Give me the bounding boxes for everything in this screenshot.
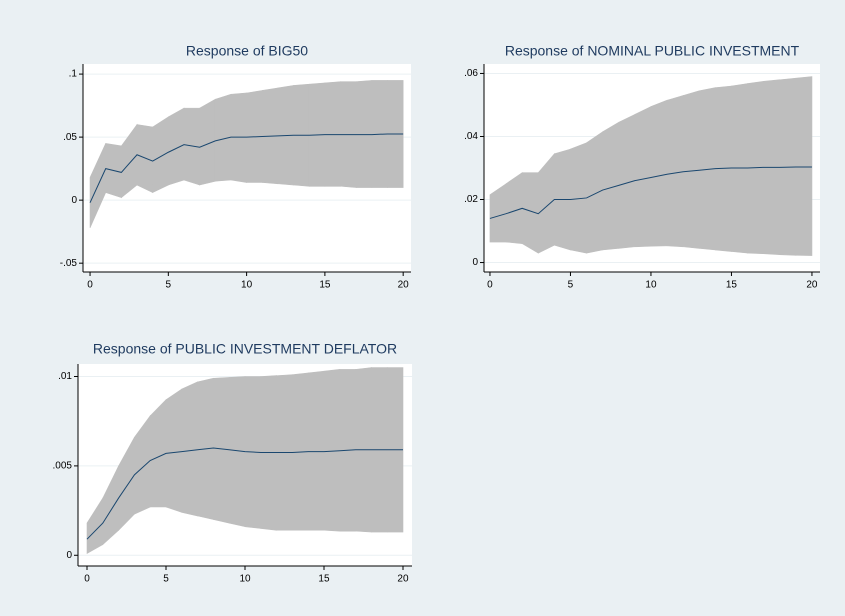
confidence-band bbox=[650, 99, 668, 247]
x-tick-label: 0 bbox=[487, 280, 493, 291]
x-tick-label: 20 bbox=[398, 280, 410, 291]
x-tick-label: 5 bbox=[568, 280, 574, 291]
y-tick-label: .06 bbox=[464, 68, 478, 79]
y-tick-label: .04 bbox=[464, 131, 478, 142]
x-tick-label: 5 bbox=[163, 574, 169, 585]
x-tick-label: 20 bbox=[806, 280, 818, 291]
confidence-band bbox=[181, 381, 198, 517]
y-tick-label: .1 bbox=[69, 69, 78, 80]
y-tick-label: .05 bbox=[63, 132, 77, 143]
confidence-band bbox=[165, 388, 183, 513]
y-tick-label: .02 bbox=[464, 194, 478, 205]
confidence-band bbox=[682, 90, 700, 249]
chart-title: Response of PUBLIC INVESTMENT DEFLATOR bbox=[93, 341, 397, 357]
response-line bbox=[489, 166, 812, 219]
panel: Response of PUBLIC INVESTMENT DEFLATOR 0.… bbox=[53, 341, 412, 585]
y-tick-label: -.05 bbox=[60, 258, 78, 269]
confidence-band bbox=[505, 172, 523, 244]
panel: Response of NOMINAL PUBLIC INVESTMENT 0 .0… bbox=[464, 43, 820, 291]
chart-title: Response of BIG50 bbox=[186, 43, 308, 59]
x-tick-label: 0 bbox=[84, 574, 90, 585]
response-line bbox=[89, 133, 404, 203]
confidence-band bbox=[323, 369, 341, 532]
confidence-band bbox=[586, 131, 603, 254]
x-tick-label: 10 bbox=[645, 280, 657, 291]
confidence-band bbox=[213, 377, 230, 524]
x-tick-label: 15 bbox=[318, 574, 330, 585]
panel: Response of BIG50 -.05 0 .05 .1 0 5 10 15 20 bbox=[60, 43, 411, 291]
confidence-band bbox=[795, 76, 813, 256]
x-tick-label: 20 bbox=[397, 574, 409, 585]
y-tick-label: 0 bbox=[472, 257, 478, 268]
x-tick-label: 15 bbox=[726, 280, 738, 291]
y-tick-label: .01 bbox=[58, 371, 72, 382]
confidence-band bbox=[307, 370, 325, 531]
confidence-band bbox=[634, 106, 652, 248]
confidence-band bbox=[324, 81, 341, 187]
x-tick-label: 10 bbox=[241, 280, 253, 291]
confidence-band bbox=[152, 116, 169, 194]
confidence-band bbox=[136, 124, 153, 194]
confidence-band bbox=[355, 80, 373, 188]
x-tick-label: 5 bbox=[166, 280, 172, 291]
confidence-band bbox=[666, 95, 684, 248]
x-tick-label: 10 bbox=[239, 574, 251, 585]
confidence-band bbox=[230, 92, 247, 183]
confidence-band bbox=[149, 399, 167, 508]
y-tick-label: 0 bbox=[71, 195, 77, 206]
y-tick-label: 0 bbox=[66, 550, 72, 561]
x-tick-label: 15 bbox=[319, 280, 331, 291]
chart-title: Response of NOMINAL PUBLIC INVESTMENT bbox=[505, 43, 800, 59]
y-tick-label: .005 bbox=[53, 461, 73, 472]
x-tick-label: 0 bbox=[87, 280, 93, 291]
response-line bbox=[86, 447, 403, 540]
confidence-band bbox=[168, 107, 185, 186]
